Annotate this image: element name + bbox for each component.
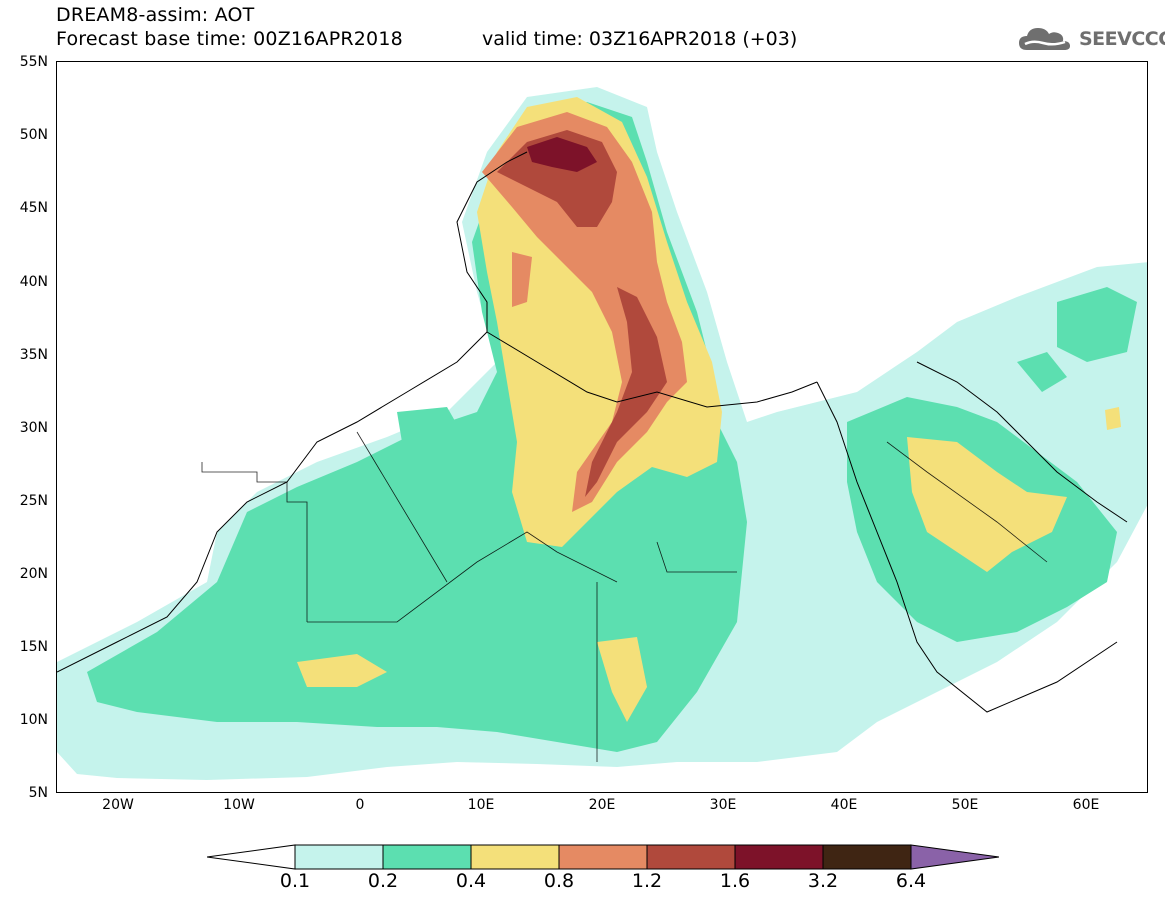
lon-label: 20E xyxy=(588,797,616,813)
lat-label: 15N xyxy=(19,639,48,655)
coastlines xyxy=(57,151,1128,713)
colorbar-segment xyxy=(470,844,560,870)
colorbar-label: 0.2 xyxy=(367,870,399,892)
colorbar-segment xyxy=(734,844,824,870)
colorbar-label: 1.2 xyxy=(631,870,663,892)
colorbar-label: 3.2 xyxy=(807,870,839,892)
country-borders xyxy=(201,431,1048,762)
valid-time: valid time: 03Z16APR2018 (+03) xyxy=(482,28,798,50)
lat-label: 5N xyxy=(28,785,48,801)
colorbar-segment xyxy=(646,844,736,870)
colorbar-label: 0.8 xyxy=(543,870,575,892)
lat-label: 30N xyxy=(19,420,48,436)
lat-label: 20N xyxy=(19,566,48,582)
lon-label: 10E xyxy=(467,797,495,813)
map-title: DREAM8-assim: AOT xyxy=(56,4,255,26)
forecast-base-time: Forecast base time: 00Z16APR2018 xyxy=(56,28,403,50)
lon-label: 10W xyxy=(223,797,255,813)
lon-label: 0 xyxy=(355,797,365,813)
lat-label: 50N xyxy=(19,127,48,143)
lon-label: 20W xyxy=(102,797,134,813)
lat-label: 35N xyxy=(19,347,48,363)
lat-label: 45N xyxy=(19,200,48,216)
colorbar xyxy=(207,844,999,870)
colorbar-label: 0.1 xyxy=(279,870,311,892)
lon-label: 60E xyxy=(1072,797,1100,813)
colorbar-label: 0.4 xyxy=(455,870,487,892)
seevccc-logo: SEEVCCC xyxy=(1017,22,1165,56)
map-panel xyxy=(56,61,1148,793)
colorbar-segment xyxy=(822,844,912,870)
colorbar-over-arrow xyxy=(910,844,999,870)
colorbar-segment xyxy=(294,844,384,870)
aot-contour-1-6 xyxy=(527,137,597,172)
colorbar-under-arrow xyxy=(207,844,296,870)
lat-label: 55N xyxy=(19,54,48,70)
colorbar-segment xyxy=(382,844,472,870)
colorbar-label: 1.6 xyxy=(719,870,751,892)
lon-label: 50E xyxy=(951,797,979,813)
lat-label: 40N xyxy=(19,274,48,290)
aot-map xyxy=(57,87,1147,780)
lon-label: 30E xyxy=(709,797,737,813)
cloud-icon xyxy=(1019,28,1070,50)
lat-label: 10N xyxy=(19,712,48,728)
lon-label: 40E xyxy=(830,797,858,813)
colorbar-label: 6.4 xyxy=(895,870,927,892)
colorbar-segment xyxy=(558,844,648,870)
logo-text: SEEVCCC xyxy=(1079,28,1165,50)
lat-label: 25N xyxy=(19,493,48,509)
